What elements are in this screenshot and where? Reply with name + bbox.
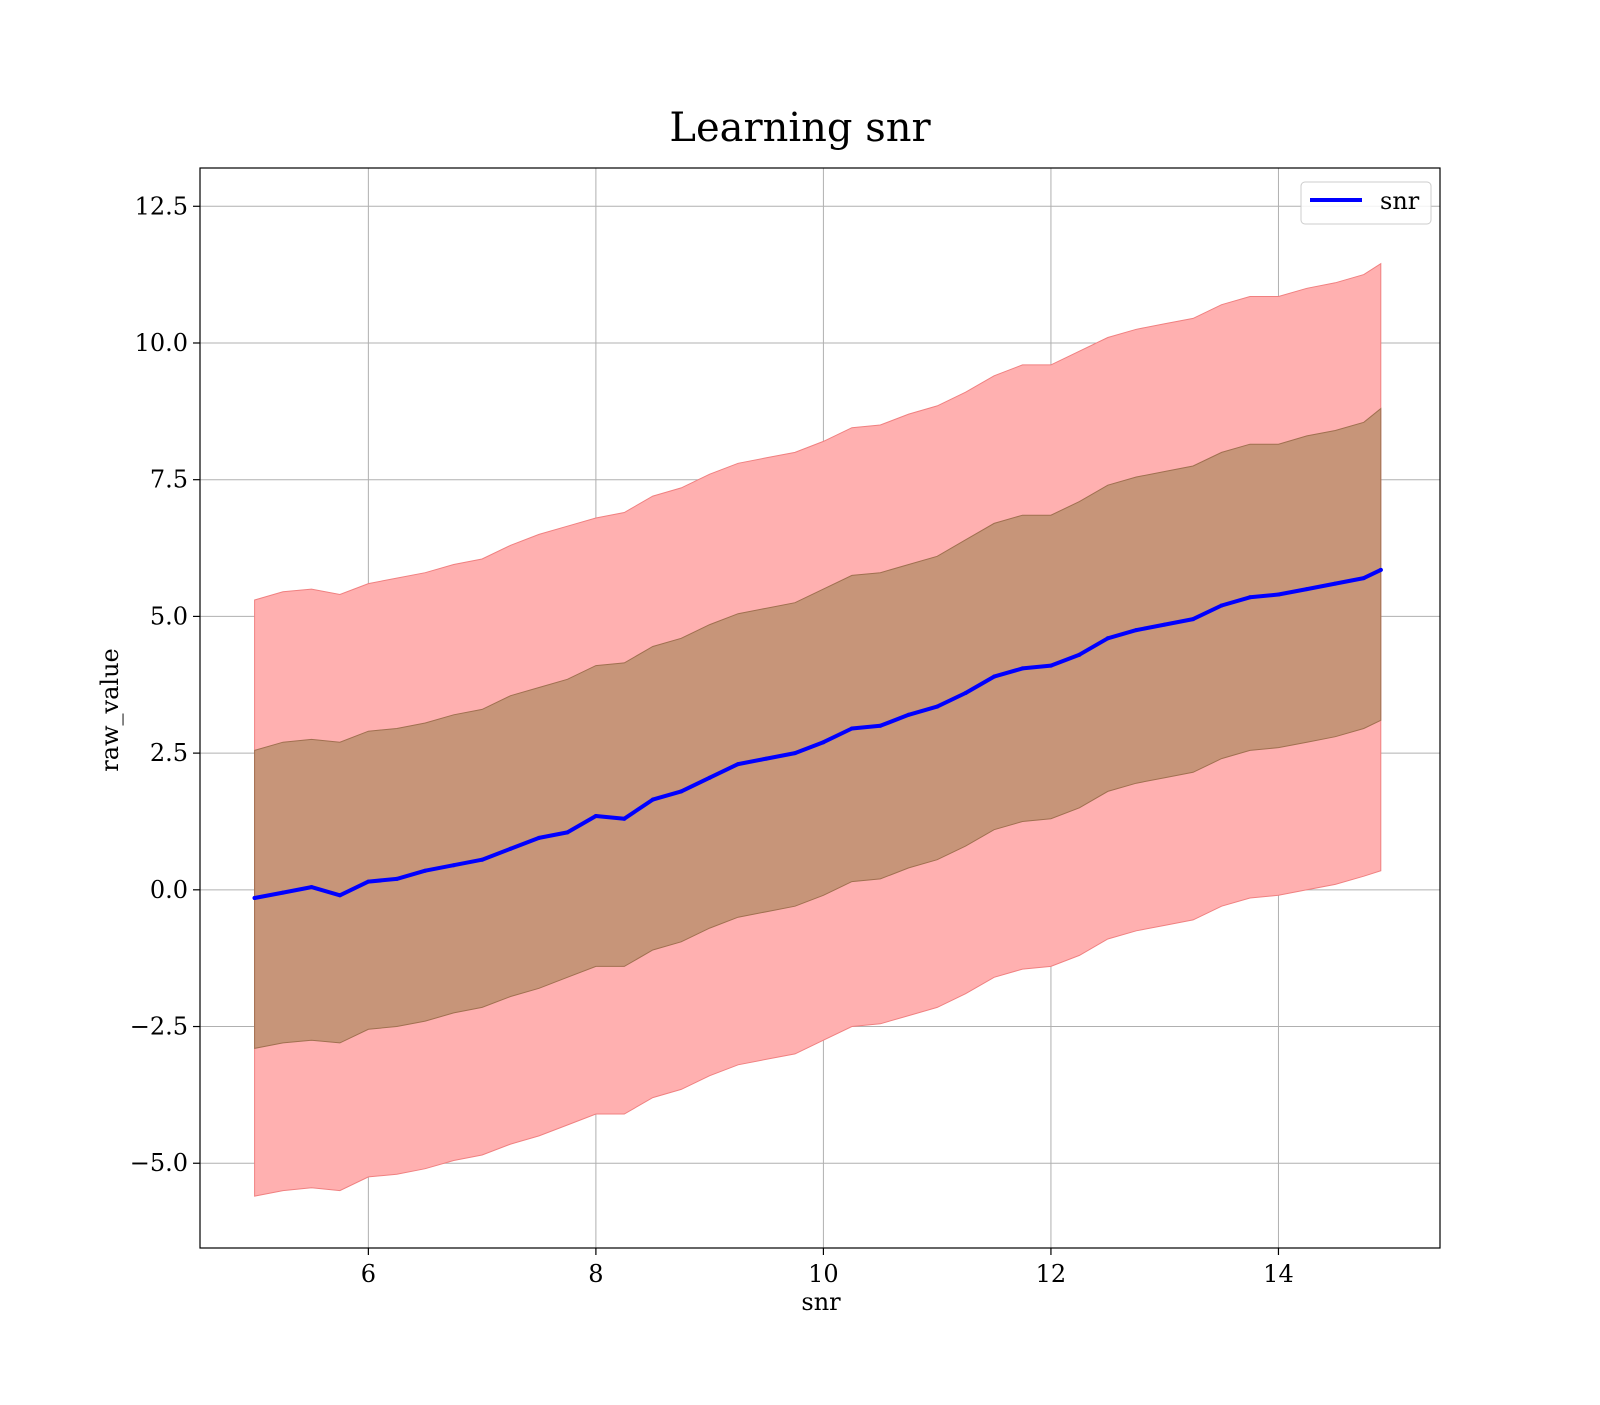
y-tick-label-2: 0.0 bbox=[150, 876, 188, 904]
x-tick-label-3: 12 bbox=[1036, 1260, 1067, 1288]
y-axis-label: raw_value bbox=[96, 648, 124, 772]
y-tick-label-6: 10.0 bbox=[135, 329, 188, 357]
x-axis-ticks: 6 8 10 12 14 bbox=[361, 1248, 1294, 1288]
series-point-0-17 bbox=[736, 762, 741, 767]
series-lines bbox=[252, 567, 1383, 900]
series-point-0-34 bbox=[1219, 603, 1224, 608]
series-point-0-24 bbox=[935, 704, 940, 709]
series-point-0-32 bbox=[1162, 622, 1167, 627]
series-point-0-36 bbox=[1276, 592, 1281, 597]
series-point-0-11 bbox=[565, 830, 570, 835]
chart-title: Learning snr bbox=[669, 105, 931, 151]
legend: snr bbox=[1300, 181, 1432, 225]
y-tick-label-7: 12.5 bbox=[135, 192, 188, 220]
y-axis-ticks: −5.0 −2.5 0.0 2.5 5.0 7.5 10.0 12.5 bbox=[130, 192, 200, 1177]
series-point-0-28 bbox=[1048, 663, 1053, 668]
legend-frame bbox=[1300, 181, 1432, 225]
series-point-0-1 bbox=[281, 890, 285, 895]
x-tick-label-0: 6 bbox=[361, 1260, 376, 1288]
series-point-0-20 bbox=[821, 740, 826, 745]
series-point-0-23 bbox=[906, 712, 911, 717]
series-point-0-29 bbox=[1077, 652, 1082, 657]
series-point-0-2 bbox=[309, 885, 314, 890]
y-tick-label-0: −5.0 bbox=[130, 1149, 188, 1177]
x-tick-label-1: 8 bbox=[588, 1260, 603, 1288]
series-point-0-22 bbox=[878, 723, 883, 728]
series-point-0-7 bbox=[451, 863, 456, 868]
series-point-0-39 bbox=[1361, 576, 1366, 581]
series-point-0-19 bbox=[793, 751, 797, 756]
y-tick-label-4: 5.0 bbox=[150, 602, 188, 630]
confidence-bands bbox=[254, 262, 1382, 1197]
series-point-0-13 bbox=[622, 816, 627, 821]
series-point-0-25 bbox=[963, 691, 968, 695]
series-point-0-33 bbox=[1191, 617, 1196, 622]
series-point-0-10 bbox=[537, 835, 541, 840]
x-tick-label-4: 14 bbox=[1263, 1260, 1294, 1288]
series-point-0-40 bbox=[1378, 567, 1383, 572]
series-point-0-18 bbox=[764, 756, 769, 761]
series-point-0-31 bbox=[1134, 628, 1139, 633]
series-point-0-37 bbox=[1304, 587, 1309, 592]
y-tick-label-1: −2.5 bbox=[130, 1013, 188, 1041]
series-point-0-5 bbox=[394, 876, 399, 881]
series-point-0-16 bbox=[707, 775, 712, 780]
axes-frame bbox=[199, 167, 1441, 1249]
series-point-0-12 bbox=[593, 814, 598, 818]
series-point-0-38 bbox=[1333, 581, 1338, 586]
inner-band-0 bbox=[254, 407, 1382, 1050]
series-point-0-27 bbox=[1020, 666, 1025, 671]
series-point-0-0 bbox=[252, 896, 257, 900]
series-point-0-30 bbox=[1105, 636, 1110, 641]
series-point-0-35 bbox=[1248, 595, 1252, 600]
x-tick-label-2: 10 bbox=[808, 1260, 839, 1288]
series-point-0-26 bbox=[992, 674, 997, 679]
series-point-0-4 bbox=[366, 879, 371, 884]
y-tick-label-3: 2.5 bbox=[150, 739, 188, 767]
series-point-0-3 bbox=[337, 893, 342, 898]
series-point-0-15 bbox=[679, 789, 684, 794]
series-point-0-8 bbox=[480, 857, 485, 862]
series-point-0-14 bbox=[650, 797, 655, 802]
legend-label-snr: snr bbox=[1380, 187, 1420, 215]
series-point-0-21 bbox=[849, 726, 854, 731]
x-axis-label: snr bbox=[801, 1288, 841, 1316]
series-point-0-9 bbox=[508, 846, 513, 851]
series-point-0-6 bbox=[423, 868, 428, 873]
y-tick-label-5: 7.5 bbox=[150, 466, 188, 494]
